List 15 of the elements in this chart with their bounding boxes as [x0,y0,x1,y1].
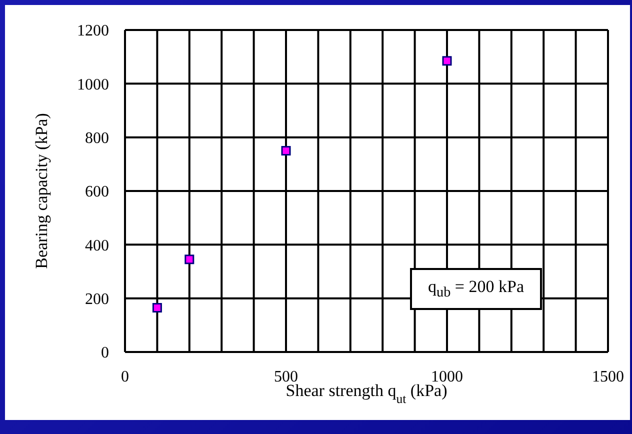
y-tick-label: 0 [101,344,109,362]
point [152,302,162,312]
x-tick-label: 0 [121,368,129,386]
y-axis-title: Bearing capacity (kPa) [32,113,51,269]
annotation: q$_{ub}$ = 200 kPa [410,268,542,310]
point [442,56,452,66]
y-tick-label: 400 [85,237,109,254]
y-tick-label: 1000 [77,76,109,94]
y-tick-label: 600 [85,184,109,201]
y-tick-label: 1200 [77,22,109,40]
x-tick-label: 1500 [592,368,624,386]
point [281,146,291,156]
point [184,254,194,264]
y-tick-label: 800 [85,130,109,148]
y-tick-label: 200 [85,291,109,308]
